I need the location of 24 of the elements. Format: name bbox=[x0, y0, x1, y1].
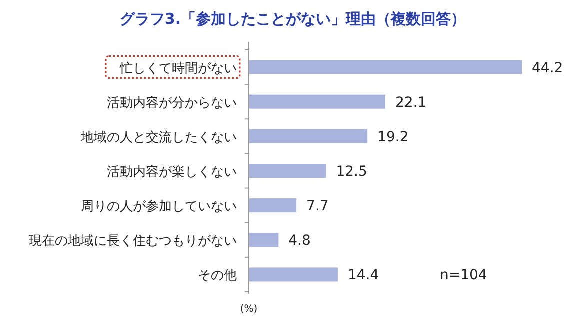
bar bbox=[249, 164, 326, 178]
data-label: 12.5 bbox=[336, 164, 368, 180]
data-label: 7.7 bbox=[306, 198, 329, 215]
y-tick-label: その他 bbox=[198, 268, 237, 284]
y-tick-label: 地域の人と交流したくない bbox=[80, 129, 237, 146]
data-label: 14.4 bbox=[348, 268, 380, 284]
data-label: 4.8 bbox=[288, 233, 311, 250]
bar bbox=[249, 268, 338, 282]
y-tick-label: 活動内容が分からない bbox=[107, 94, 237, 111]
data-label: 44.2 bbox=[532, 60, 564, 76]
data-label: 22.1 bbox=[396, 94, 427, 111]
bar bbox=[249, 129, 368, 144]
bar bbox=[249, 60, 522, 74]
y-tick-label: 現在の地域に長く住むつもりがない bbox=[29, 234, 237, 250]
y-tick-label: 活動内容が楽しくない bbox=[107, 164, 237, 180]
text: (%) bbox=[240, 304, 258, 315]
annotation: n=104 bbox=[440, 268, 488, 284]
data-label: 19.2 bbox=[378, 129, 409, 146]
y-tick-label: 周りの人が参加していない bbox=[81, 200, 237, 215]
chart-title: グラフ3.「参加したことがない」理由（複数回答） bbox=[120, 10, 466, 28]
bar bbox=[249, 233, 279, 248]
bar bbox=[249, 198, 297, 213]
bar bbox=[249, 94, 386, 109]
y-tick-label: 忙しくて時間がない bbox=[119, 61, 237, 76]
